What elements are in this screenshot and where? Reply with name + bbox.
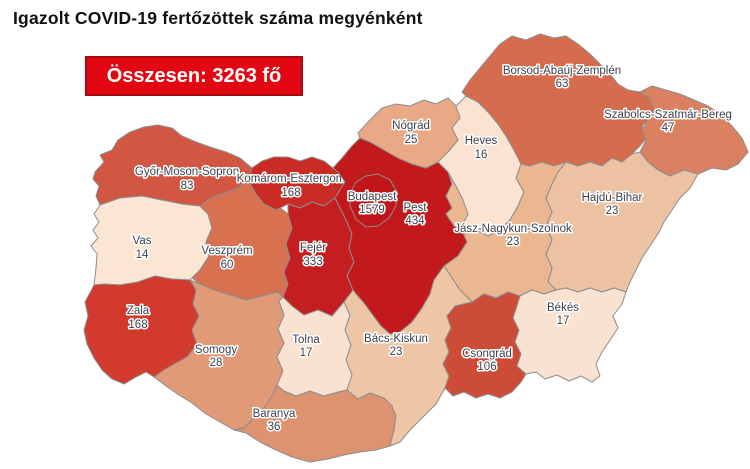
- county-value: 47: [662, 122, 675, 134]
- county-label: Heves: [465, 135, 498, 147]
- county-value: 17: [557, 315, 570, 327]
- county-veszprem: Veszprém 60: [191, 179, 293, 301]
- county-value: 23: [606, 205, 619, 217]
- county-label: Békés: [547, 302, 579, 314]
- county-jasz-nagykun-szolnok: Jász-Nagykun-Szolnok 23: [443, 161, 574, 303]
- county-borsod-abauj-zemplen-region: [461, 33, 657, 167]
- county-label: Szabolcs-Szatmár-Bereg: [604, 109, 732, 121]
- county-label: Tolna: [292, 334, 320, 346]
- county-label: Jász-Nagykun-Szolnok: [454, 223, 572, 235]
- county-label: Somogy: [195, 344, 237, 356]
- county-label: Budapest: [348, 191, 397, 203]
- county-value: 1579: [359, 204, 385, 216]
- county-zala: Zala 168: [83, 275, 200, 385]
- county-label: Veszprém: [201, 245, 252, 257]
- county-tolna-region: [276, 296, 353, 397]
- county-csongrad-region: [442, 291, 527, 399]
- county-borsod-abauj-zemplen: Borsod-Abaúj-Zemplén 63: [461, 33, 657, 167]
- total-badge: Összesen: 3263 fő: [85, 56, 303, 96]
- county-csongrad: Csongrád 106: [442, 291, 527, 399]
- county-budapest-region: [349, 173, 398, 228]
- county-vas: Vas 14: [90, 195, 213, 286]
- county-szabolcs-szatmar-bereg-region: [639, 85, 749, 177]
- county-gyor-moson-sopron: Győr-Moson-Sopron 83: [92, 124, 253, 207]
- county-label: Győr-Moson-Sopron: [135, 166, 239, 178]
- county-label: Pest: [403, 202, 427, 214]
- county-label: Vas: [133, 235, 152, 247]
- total-badge-label: Összesen: 3263 fő: [106, 64, 282, 87]
- county-value: 434: [405, 215, 425, 227]
- county-szabolcs-szatmar-bereg: Szabolcs-Szatmár-Bereg 47: [603, 85, 749, 177]
- county-value: 36: [268, 421, 281, 433]
- county-label: Csongrád: [462, 348, 512, 360]
- county-label: Baranya: [253, 408, 296, 420]
- county-baranya: Baranya 36: [233, 384, 397, 463]
- county-tolna: Tolna 17: [276, 296, 353, 397]
- county-value: 14: [136, 249, 149, 261]
- county-value: 106: [477, 361, 496, 373]
- page-title: Igazolt COVID-19 fertőzöttek száma megyé…: [13, 8, 423, 28]
- county-label: Hajdú-Bihar: [582, 192, 643, 204]
- county-value: 168: [281, 187, 300, 199]
- county-label: Fejér: [300, 242, 326, 254]
- county-value: 28: [210, 357, 223, 369]
- county-label: Komárom-Esztergom: [237, 173, 346, 185]
- county-label: Nógrád: [392, 120, 430, 132]
- county-value: 25: [405, 134, 418, 146]
- county-value: 83: [181, 180, 194, 192]
- county-budapest: Budapest 1579: [346, 173, 399, 228]
- county-value: 333: [303, 256, 322, 268]
- county-bekes-region: [512, 287, 627, 383]
- county-komarom-esztergom: Komárom-Esztergom 168: [235, 156, 347, 211]
- county-label: Zala: [127, 305, 150, 317]
- county-value: 23: [390, 346, 403, 358]
- county-value: 23: [507, 236, 520, 248]
- county-label: Bács-Kiskun: [364, 333, 428, 345]
- county-value: 168: [128, 319, 147, 331]
- county-nograd: Nógrád 25: [357, 97, 461, 169]
- county-somogy: Somogy 28: [153, 279, 285, 431]
- county-value: 63: [556, 78, 569, 90]
- county-bekes: Békés 17: [512, 287, 627, 383]
- county-value: 16: [475, 149, 488, 161]
- county-label: Borsod-Abaúj-Zemplén: [503, 65, 621, 77]
- county-value: 17: [300, 347, 313, 359]
- county-vas-region: [90, 195, 213, 286]
- county-value: 60: [221, 259, 234, 271]
